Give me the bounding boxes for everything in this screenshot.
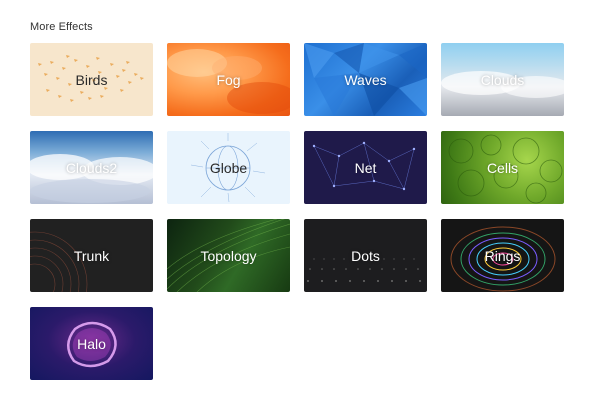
birds-thumbnail <box>30 43 153 116</box>
effect-label-cells: Cells <box>486 159 519 176</box>
clouds2-pattern <box>30 154 153 203</box>
birds-pattern <box>38 55 144 102</box>
dots-thumbnail <box>304 219 427 292</box>
effect-tile-waves[interactable]: Waves <box>304 43 427 116</box>
effect-tile-fog[interactable]: Fog <box>167 43 290 116</box>
fog-pattern <box>167 49 290 114</box>
halo-pattern <box>67 321 117 368</box>
topology-thumbnail <box>167 219 290 292</box>
effect-label-rings: Rings <box>484 247 521 264</box>
effect-tile-globe[interactable]: Globe <box>167 131 290 204</box>
effect-label-birds: Birds <box>75 71 108 88</box>
effect-label-clouds: Clouds <box>480 71 525 88</box>
net-pattern <box>312 141 416 191</box>
effect-tile-halo[interactable]: Halo <box>30 307 153 380</box>
effect-tile-dots[interactable]: Dots <box>304 219 427 292</box>
effect-label-globe: Globe <box>209 159 248 176</box>
globe-pattern <box>190 133 266 203</box>
effect-tile-net[interactable]: Net <box>304 131 427 204</box>
effect-tile-rings[interactable]: Rings <box>441 219 564 292</box>
halo-thumbnail <box>30 307 153 380</box>
trunk-pattern <box>30 231 88 292</box>
cells-pattern <box>448 134 563 204</box>
dots-pattern <box>307 258 421 282</box>
clouds-pattern <box>441 71 564 98</box>
effect-label-fog: Fog <box>216 71 241 88</box>
effect-label-dots: Dots <box>351 247 380 264</box>
effect-tile-clouds2[interactable]: Clouds2 <box>30 131 153 204</box>
effect-label-topology: Topology <box>200 247 257 264</box>
effect-tile-birds[interactable]: Birds <box>30 43 153 116</box>
topology-pattern <box>167 219 290 292</box>
effect-label-trunk: Trunk <box>73 247 110 264</box>
effect-label-clouds2: Clouds2 <box>65 159 118 176</box>
effect-label-net: Net <box>354 159 377 176</box>
effects-grid: Birds Fog Waves <box>30 43 564 380</box>
effect-tile-topology[interactable]: Topology <box>167 219 290 292</box>
effect-label-halo: Halo <box>77 335 106 352</box>
effect-label-waves: Waves <box>344 71 387 88</box>
section-title: More Effects <box>30 21 93 33</box>
waves-pattern <box>304 43 427 116</box>
effect-tile-trunk[interactable]: Trunk <box>30 219 153 292</box>
globe-thumbnail <box>167 131 290 204</box>
trunk-thumbnail <box>30 219 153 292</box>
rings-pattern <box>450 226 556 292</box>
effect-tile-cells[interactable]: Cells <box>441 131 564 204</box>
effect-tile-clouds[interactable]: Clouds <box>441 43 564 116</box>
